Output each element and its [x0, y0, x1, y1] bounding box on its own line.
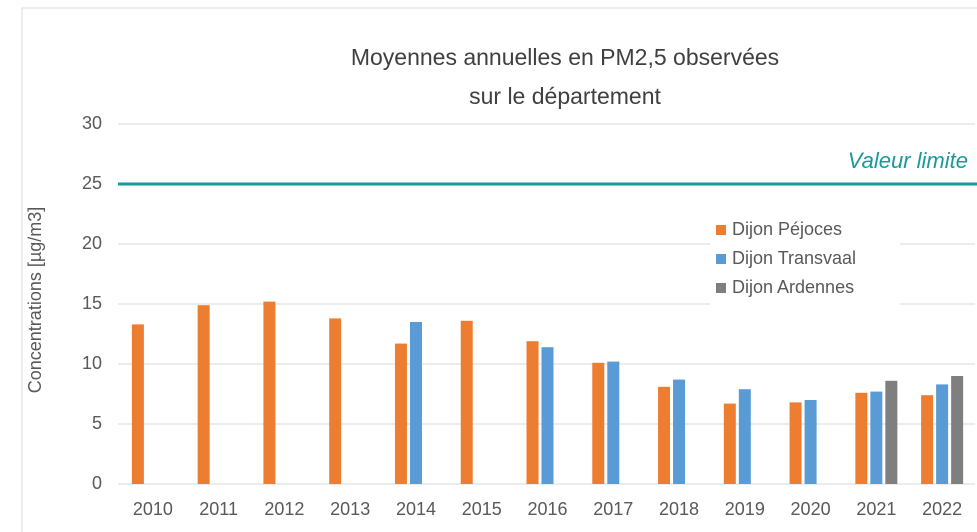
bar: [394, 343, 407, 484]
y-axis-label: Concentrations [µg/m3]: [25, 207, 45, 393]
x-tick-label: 2016: [527, 499, 567, 519]
bar: [855, 392, 868, 484]
bar: [131, 324, 144, 484]
y-tick-label: 30: [82, 113, 102, 133]
legend-label: Dijon Ardennes: [732, 277, 854, 297]
bar: [526, 341, 539, 484]
y-tick-label: 20: [82, 233, 102, 253]
y-tick-label: 5: [92, 413, 102, 433]
x-tick-label: 2015: [462, 499, 502, 519]
bar: [738, 389, 751, 484]
x-tick-label: 2010: [133, 499, 173, 519]
bar: [658, 386, 671, 484]
x-tick-label: 2021: [856, 499, 896, 519]
x-tick-label: 2013: [330, 499, 370, 519]
bar: [460, 320, 473, 484]
bar: [723, 403, 736, 484]
x-tick-label: 2018: [659, 499, 699, 519]
legend-background: [710, 212, 900, 306]
legend-label: Dijon Transvaal: [732, 248, 856, 268]
y-tick-label: 0: [92, 473, 102, 493]
bar: [673, 379, 686, 484]
y-tick-label: 25: [82, 173, 102, 193]
legend-swatch: [716, 254, 726, 264]
x-tick-label: 2022: [922, 499, 962, 519]
legend-label: Dijon Péjoces: [732, 219, 842, 239]
x-tick-label: 2019: [725, 499, 765, 519]
bar: [921, 395, 934, 484]
bar: [263, 301, 276, 484]
bar: [329, 318, 342, 484]
bar: [592, 362, 605, 484]
bar: [804, 400, 817, 484]
x-tick-label: 2017: [593, 499, 633, 519]
x-tick-label: 2014: [396, 499, 436, 519]
y-tick-label: 15: [82, 293, 102, 313]
bar: [789, 402, 802, 484]
reference-label: Valeur limite: [848, 148, 968, 173]
bar: [951, 376, 964, 484]
chart-title: Moyennes annuelles en PM2,5 observées su…: [350, 44, 780, 109]
bar: [197, 305, 210, 484]
x-tick-label: 2020: [791, 499, 831, 519]
y-tick-label: 10: [82, 353, 102, 373]
x-tick-label: 2011: [199, 499, 238, 519]
legend-swatch: [716, 283, 726, 293]
bar: [607, 361, 620, 484]
bar: [936, 384, 949, 484]
bar: [885, 380, 898, 484]
legend-swatch: [716, 225, 726, 235]
bar: [870, 391, 883, 484]
bar: [409, 322, 422, 484]
x-tick-label: 2012: [264, 499, 304, 519]
bar: [541, 347, 554, 484]
